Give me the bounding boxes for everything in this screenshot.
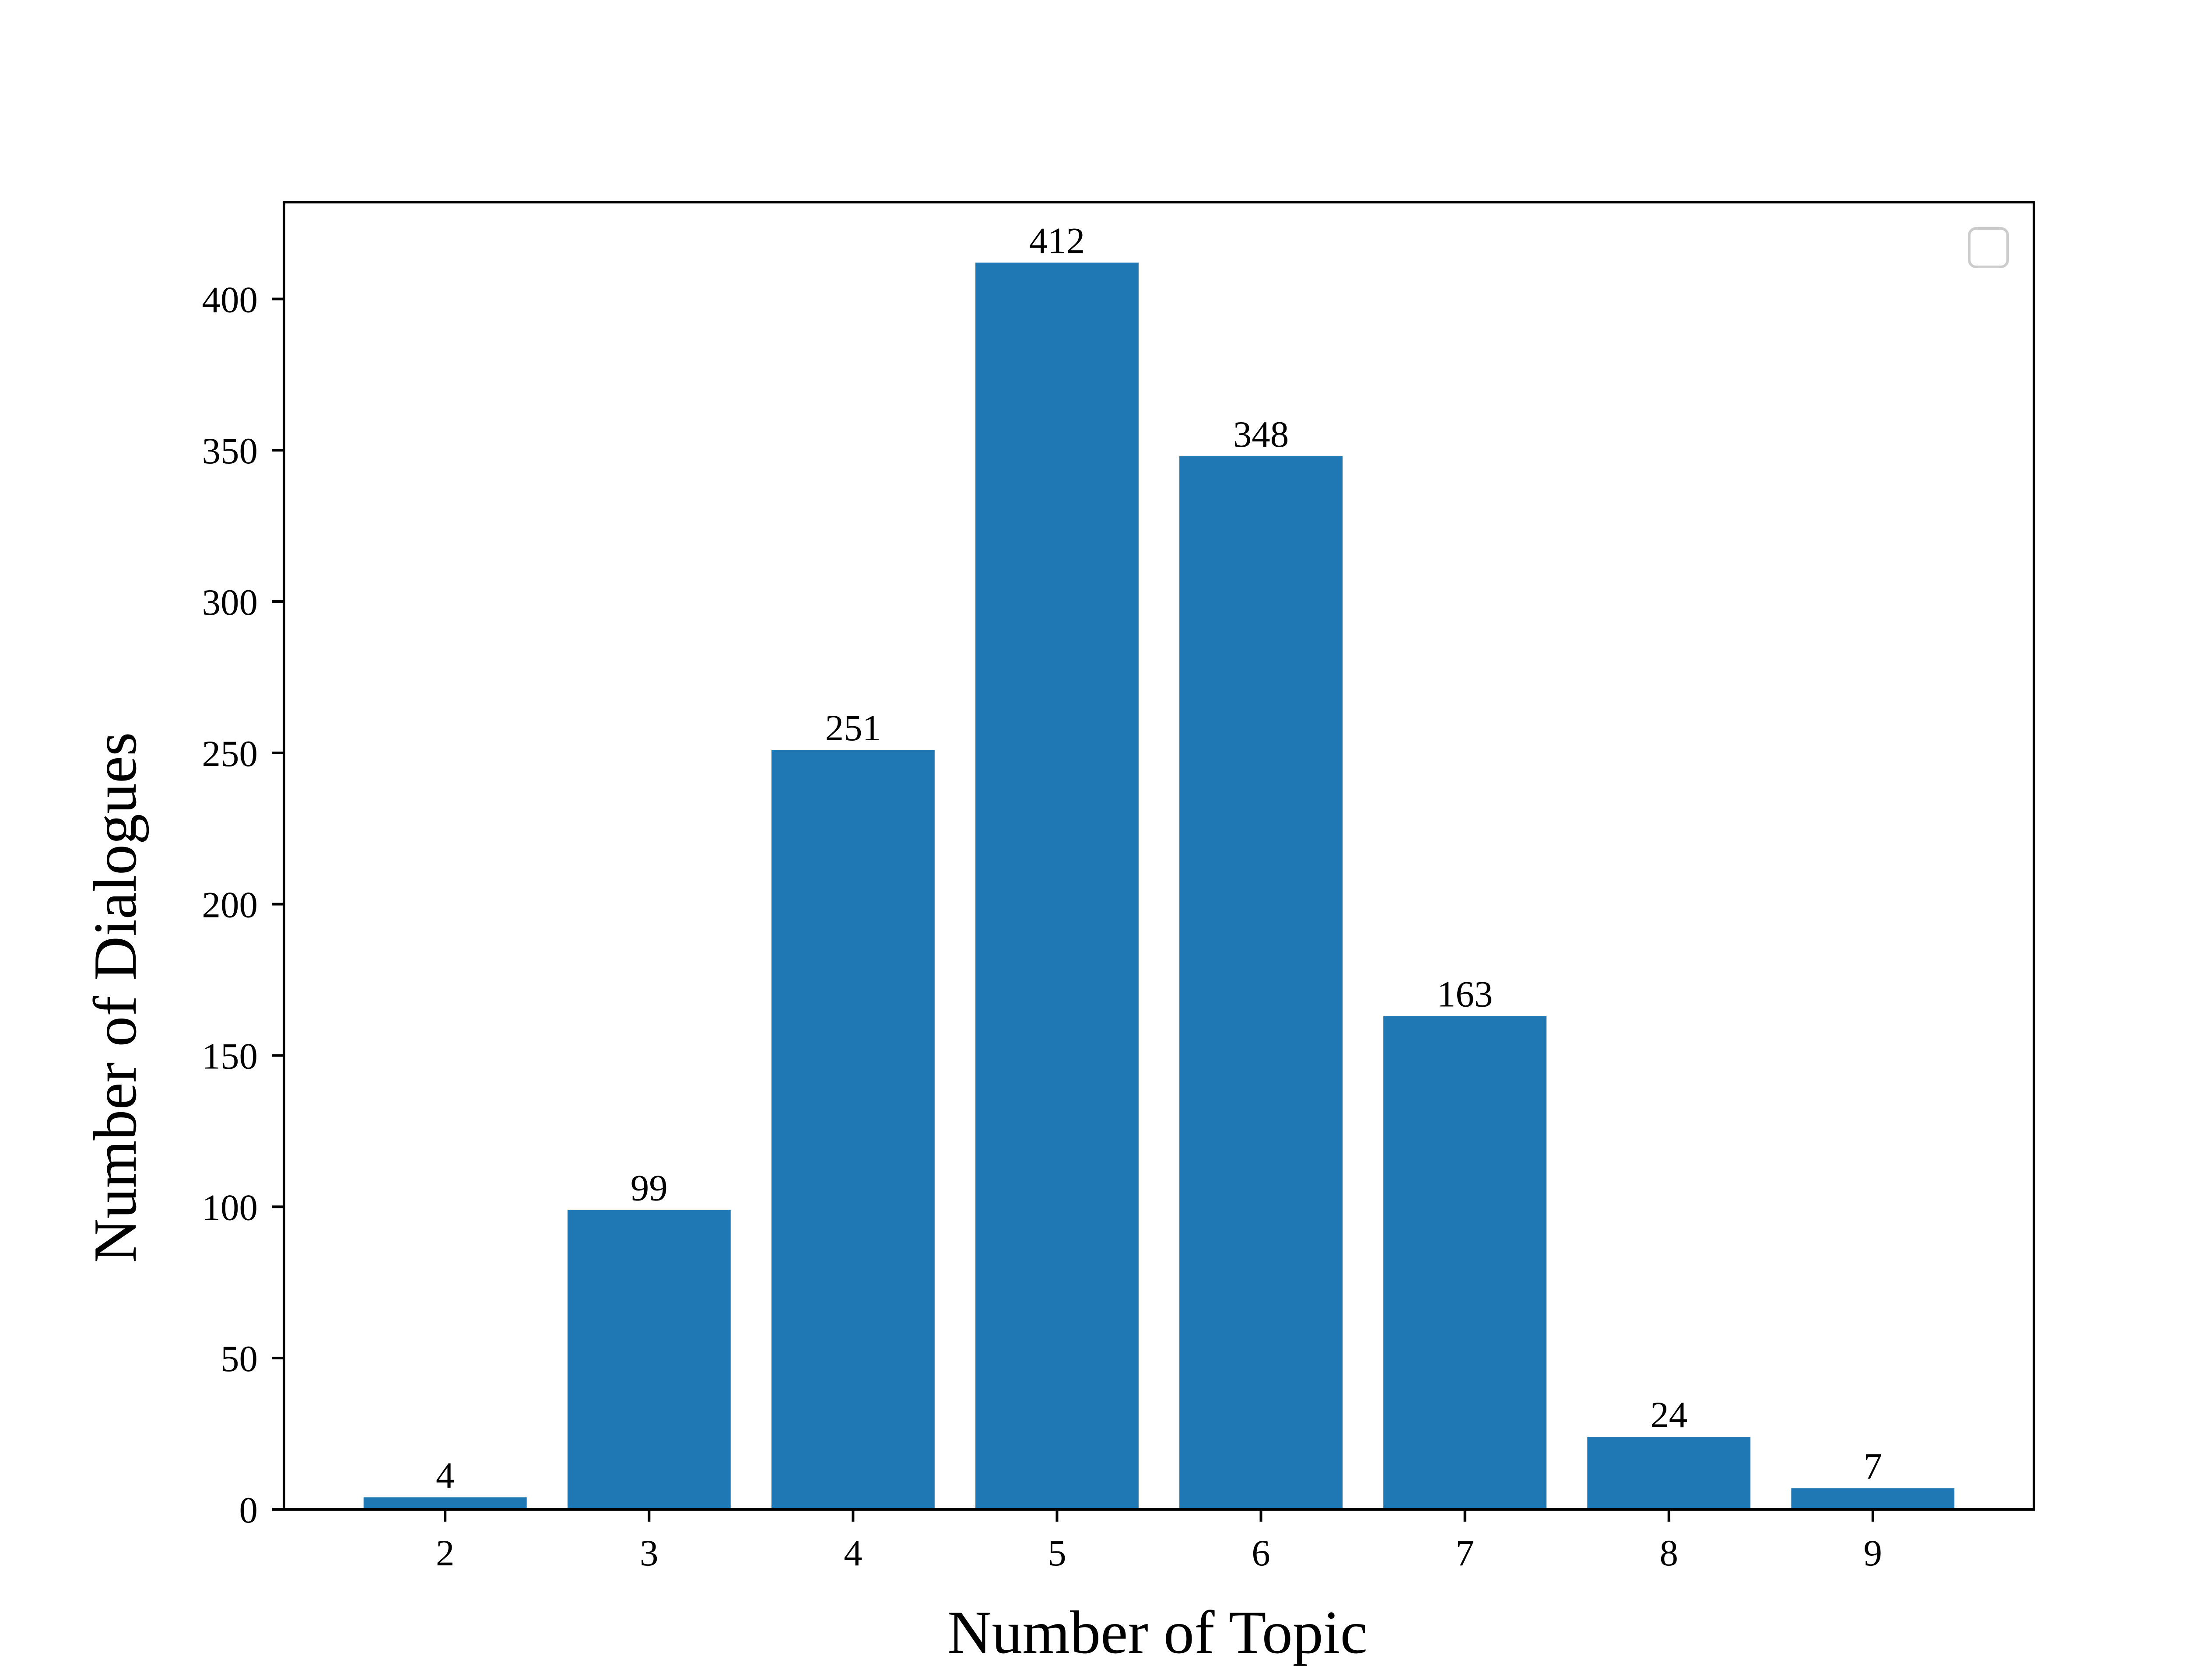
bar-7	[1383, 1016, 1547, 1509]
x-axis-title: Number of Topic	[947, 1599, 1368, 1666]
data-label-3: 99	[631, 1167, 668, 1208]
y-tick-label-100: 100	[202, 1187, 258, 1228]
y-tick-label-300: 300	[202, 582, 258, 623]
x-tick-label-2: 2	[436, 1533, 455, 1574]
data-labels-group: 4 99 251 412 348 163 24 7	[436, 220, 1882, 1496]
bar-9	[1791, 1488, 1955, 1509]
data-label-8: 24	[1650, 1394, 1687, 1435]
y-tick-label-400: 400	[202, 279, 258, 320]
y-tick-label-150: 150	[202, 1036, 258, 1077]
y-tick-label-0: 0	[239, 1490, 258, 1531]
data-label-2: 4	[436, 1455, 455, 1496]
plot-frame	[283, 201, 2035, 1511]
y-axis-ticks: 0 50 100 150 200 250 300 350 400	[202, 279, 284, 1531]
bar-3	[567, 1210, 731, 1509]
x-tick-label-4: 4	[844, 1533, 863, 1574]
y-tick-label-350: 350	[202, 430, 258, 472]
x-tick-label-5: 5	[1048, 1533, 1066, 1574]
x-tick-label-8: 8	[1659, 1533, 1678, 1574]
bar-8	[1587, 1437, 1751, 1509]
bar-2	[363, 1497, 527, 1509]
y-tick-label-250: 250	[202, 733, 258, 774]
data-label-9: 7	[1864, 1446, 1883, 1487]
x-axis-ticks: 2 3 4 5 6 7 8 9	[436, 1509, 1882, 1574]
x-tick-label-6: 6	[1252, 1533, 1270, 1574]
x-tick-label-9: 9	[1864, 1533, 1883, 1574]
data-label-7: 163	[1437, 974, 1493, 1015]
legend-box	[1968, 227, 2009, 268]
bars-group	[363, 262, 1955, 1510]
x-tick-label-7: 7	[1455, 1533, 1474, 1574]
data-label-5: 412	[1029, 220, 1085, 261]
y-axis-title: Number of Dialogues	[81, 732, 149, 1263]
y-tick-label-200: 200	[202, 885, 258, 926]
bar-6	[1179, 456, 1343, 1509]
x-tick-label-3: 3	[640, 1533, 659, 1574]
bar-4	[771, 749, 935, 1509]
y-tick-label-50: 50	[221, 1338, 258, 1379]
data-label-6: 348	[1233, 414, 1289, 455]
data-label-4: 251	[825, 707, 881, 749]
bar-5	[975, 262, 1139, 1510]
